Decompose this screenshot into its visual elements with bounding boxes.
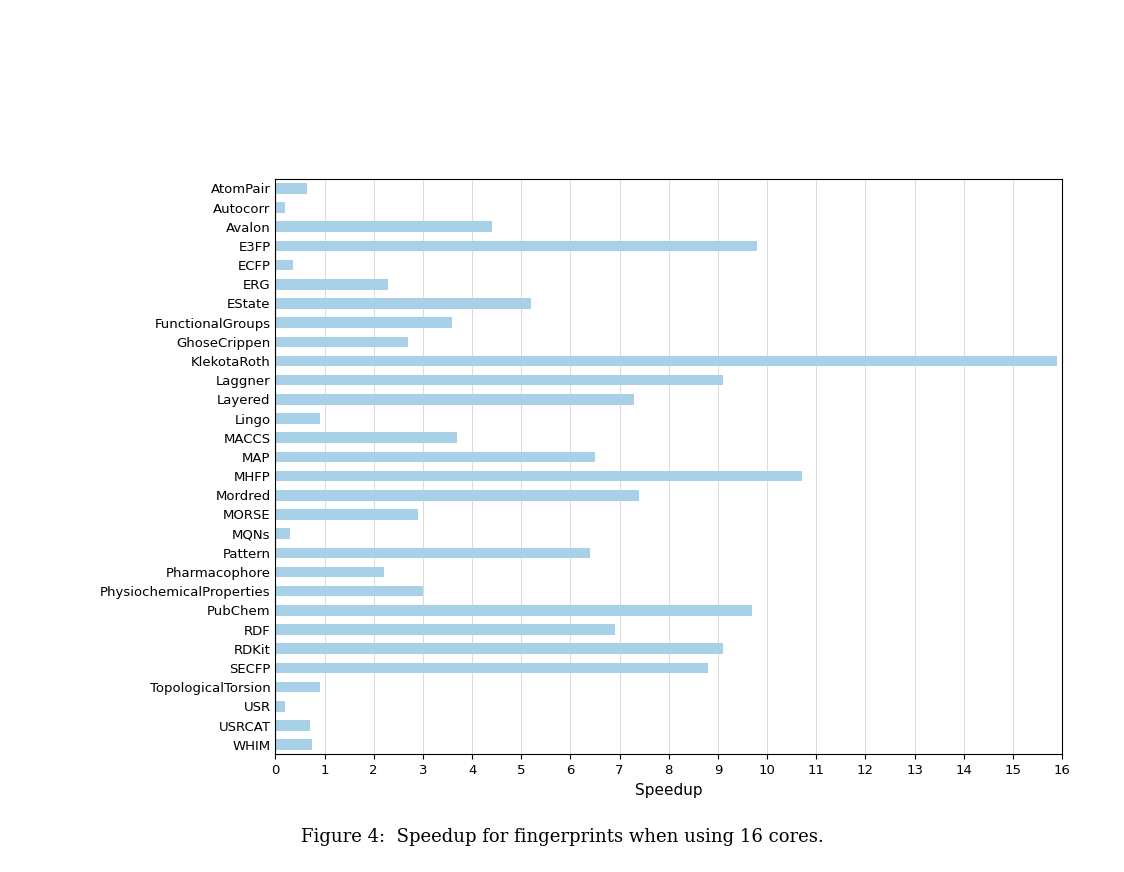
Bar [275, 701, 285, 712]
Bar [275, 241, 758, 251]
Bar [275, 317, 452, 328]
Bar [275, 183, 307, 194]
Bar [275, 567, 383, 577]
Bar [275, 586, 423, 596]
Bar [275, 548, 590, 558]
Bar [275, 298, 531, 309]
Bar [275, 720, 310, 731]
Bar [275, 413, 319, 424]
Bar [275, 490, 640, 501]
Bar [275, 509, 418, 520]
Bar [275, 260, 292, 270]
Bar [275, 337, 408, 347]
Text: Figure 4:  Speedup for fingerprints when using 16 cores.: Figure 4: Speedup for fingerprints when … [300, 828, 824, 846]
X-axis label: Speedup: Speedup [635, 782, 702, 798]
Bar [275, 452, 595, 462]
Bar [275, 471, 801, 481]
Bar [275, 682, 319, 692]
Bar [275, 644, 723, 654]
Bar [275, 279, 389, 290]
Bar [275, 663, 708, 673]
Bar [275, 739, 312, 750]
Bar [275, 605, 752, 616]
Bar [275, 356, 1058, 366]
Bar [275, 202, 285, 213]
Bar [275, 624, 615, 635]
Bar [275, 221, 492, 232]
Bar [275, 528, 290, 539]
Bar [275, 433, 457, 443]
Bar [275, 394, 634, 405]
Bar [275, 375, 723, 385]
